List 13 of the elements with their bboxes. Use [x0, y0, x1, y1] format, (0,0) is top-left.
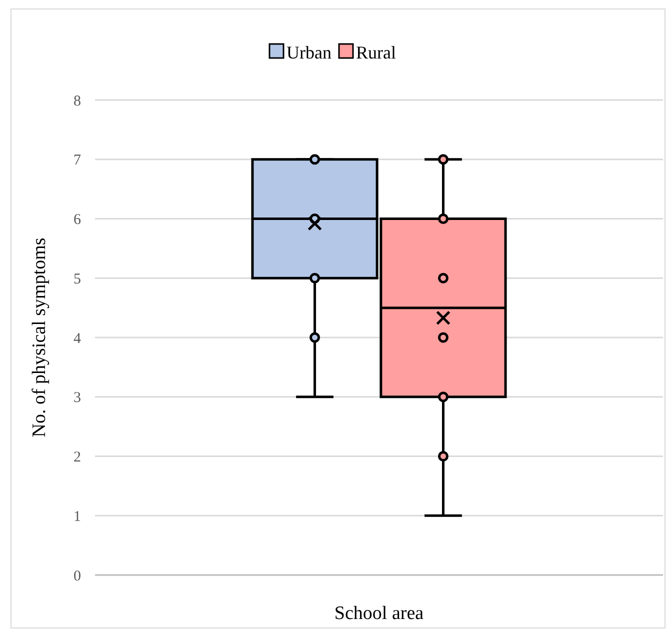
y-tick-label: 2 — [74, 450, 81, 466]
legend-label: Urban — [286, 42, 332, 62]
y-tick-label: 4 — [74, 330, 82, 347]
y-tick-label: 7 — [74, 152, 82, 169]
y-tick-label: 1 — [74, 508, 81, 525]
legend-label: Rural — [356, 42, 396, 62]
y-tick-label: 8 — [74, 93, 81, 110]
y-tick-label: 3 — [74, 390, 81, 406]
y-tick-label: 0 — [74, 568, 81, 584]
y-axis-title: No. of physical symptoms — [29, 238, 50, 438]
x-axis-title: School area — [334, 603, 424, 624]
y-tick-label: 6 — [74, 212, 82, 228]
y-tick-label: 5 — [74, 271, 81, 288]
